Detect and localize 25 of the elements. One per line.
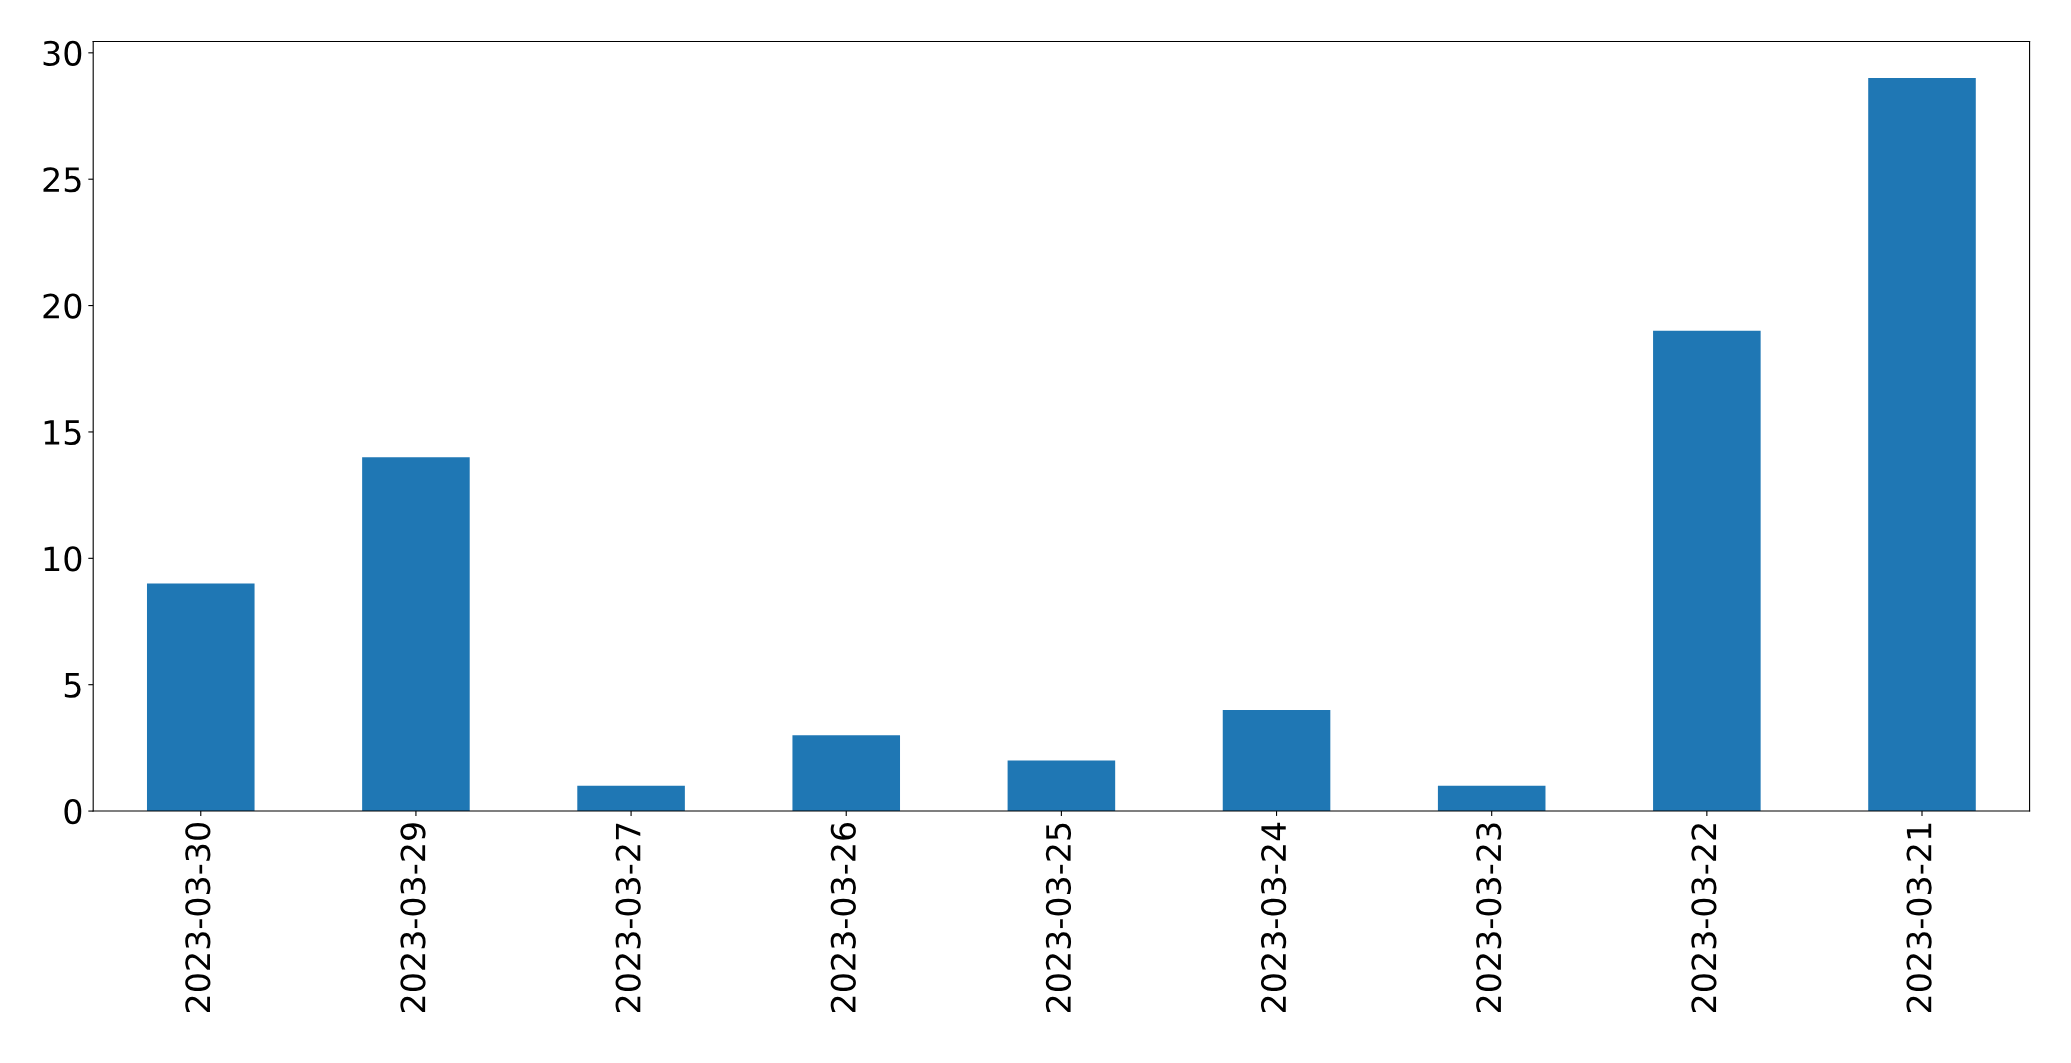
- x-tick-label: 2023-03-22: [1691, 824, 1717, 1013]
- x-tick-label: 2023-03-26: [830, 822, 856, 1013]
- bar: [1653, 330, 1761, 812]
- x-tick-label: 2023-03-29: [400, 823, 426, 1013]
- y-tick-label: 20: [43, 293, 82, 319]
- x-tick-label: 2023-03-27: [615, 823, 641, 1013]
- y-tick-label: 0: [64, 798, 82, 825]
- y-tick-label: 10: [44, 546, 82, 572]
- bar: [1437, 785, 1546, 812]
- bar: [1007, 760, 1116, 812]
- x-tick-label: 2023-03-23: [1476, 823, 1502, 1013]
- x-tick-label: 2023-03-21: [1906, 823, 1932, 1013]
- x-tick-label: 2023-03-30: [185, 823, 211, 1013]
- bar: [792, 735, 901, 812]
- bar: [362, 457, 470, 812]
- bar: [1868, 78, 1976, 812]
- bar: [1222, 709, 1331, 812]
- y-tick-label: 5: [64, 673, 81, 698]
- y-tick-label: 15: [44, 420, 81, 446]
- y-tick-label: 30: [43, 40, 82, 66]
- bar: [146, 583, 255, 812]
- y-tick-label: 25: [43, 167, 81, 193]
- bar: [577, 785, 685, 812]
- x-tick-label: 2023-03-25: [1045, 823, 1072, 1013]
- x-tick-label: 2023-03-24: [1261, 822, 1287, 1013]
